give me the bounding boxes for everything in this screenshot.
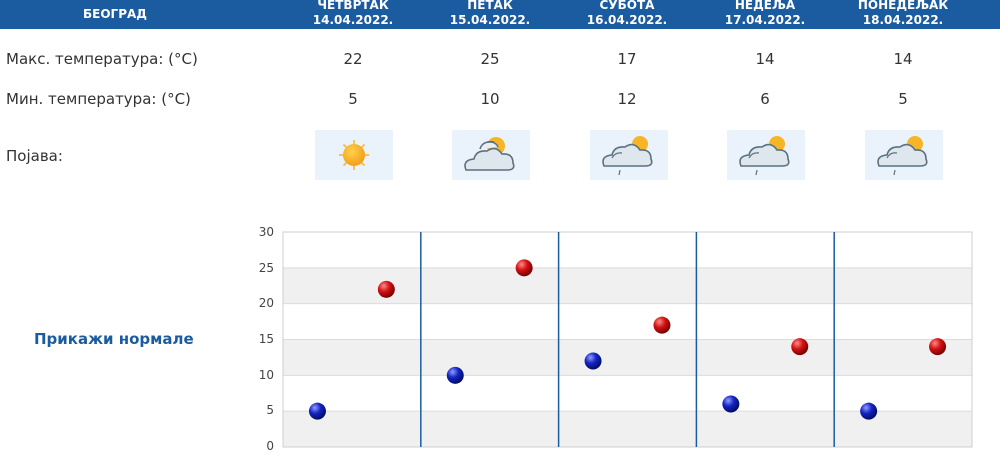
sun-behind-clouds-icon <box>452 130 530 180</box>
y-tick-label: 30 <box>258 225 274 239</box>
sun-icon <box>315 130 393 180</box>
min-temp-value: 12 <box>617 90 637 108</box>
day-header: ПОНЕДЕЉАК 18.04.2022. <box>834 0 972 28</box>
forecast-header: БЕОГРАД ЧЕТВРТАК 14.04.2022. ПЕТАК 15.04… <box>0 0 1000 29</box>
date: 14.04.2022. <box>312 13 394 27</box>
grid-band <box>283 303 972 340</box>
day-header: НЕДЕЉА 17.04.2022. <box>696 0 834 28</box>
min-temp-value: 5 <box>898 90 908 108</box>
max-temp-point <box>791 338 809 356</box>
max-temp-value: 14 <box>755 50 775 68</box>
max-temp-value: 17 <box>617 50 637 68</box>
date: 17.04.2022. <box>724 13 806 27</box>
grid-band <box>283 411 972 447</box>
y-tick-label: 5 <box>266 403 274 417</box>
day-header: СУБОТА 16.04.2022. <box>558 0 696 28</box>
grid-band <box>283 375 972 412</box>
cloud-sun-drizzle-icon <box>865 130 943 180</box>
day-header: ПЕТАК 15.04.2022. <box>421 0 559 28</box>
max-temp-point <box>515 259 533 277</box>
day-header: ЧЕТВРТАК 14.04.2022. <box>284 0 422 28</box>
grid-band <box>283 232 972 268</box>
weekday: ЧЕТВРТАК <box>317 0 389 12</box>
y-tick-label: 20 <box>258 296 274 310</box>
max-temp-point <box>653 316 671 334</box>
min-temp-value: 6 <box>760 90 770 108</box>
min-temp-point <box>446 366 464 384</box>
min-temp-point <box>722 395 740 413</box>
date: 16.04.2022. <box>586 13 668 27</box>
date: 15.04.2022. <box>449 13 531 27</box>
max-temp-point <box>377 280 395 298</box>
y-tick-label: 15 <box>258 332 274 346</box>
max-temp-value: 25 <box>480 50 500 68</box>
min-temp-value: 10 <box>480 90 500 108</box>
phenomenon-label: Појава: <box>6 147 63 165</box>
weekday: НЕДЕЉА <box>734 0 796 12</box>
max-temp-value: 22 <box>343 50 363 68</box>
y-tick-label: 10 <box>258 368 274 382</box>
weekday: ПОНЕДЕЉАК <box>857 0 949 12</box>
grid-band <box>283 339 972 376</box>
plot-frame <box>282 231 973 448</box>
min-temp-point <box>584 352 602 370</box>
min-temp-point <box>308 402 326 420</box>
grid-band <box>283 267 972 304</box>
y-tick-label: 25 <box>258 261 274 275</box>
city-name: БЕОГРАД <box>83 7 147 21</box>
max-temp-point <box>929 338 947 356</box>
min-temp-label: Мин. температура: (°C) <box>6 90 191 108</box>
max-temp-label: Макс. температура: (°C) <box>6 50 198 68</box>
weekday: СУБОТА <box>599 0 655 12</box>
min-temp-value: 5 <box>348 90 358 108</box>
date: 18.04.2022. <box>862 13 944 27</box>
y-tick-label: 0 <box>266 439 274 453</box>
max-temp-value: 14 <box>893 50 913 68</box>
cloud-sun-drizzle-icon <box>590 130 668 180</box>
cloud-sun-drizzle-icon <box>727 130 805 180</box>
min-temp-point <box>860 402 878 420</box>
weekday: ПЕТАК <box>467 0 513 12</box>
show-normals-link[interactable]: Прикажи нормале <box>34 330 194 348</box>
